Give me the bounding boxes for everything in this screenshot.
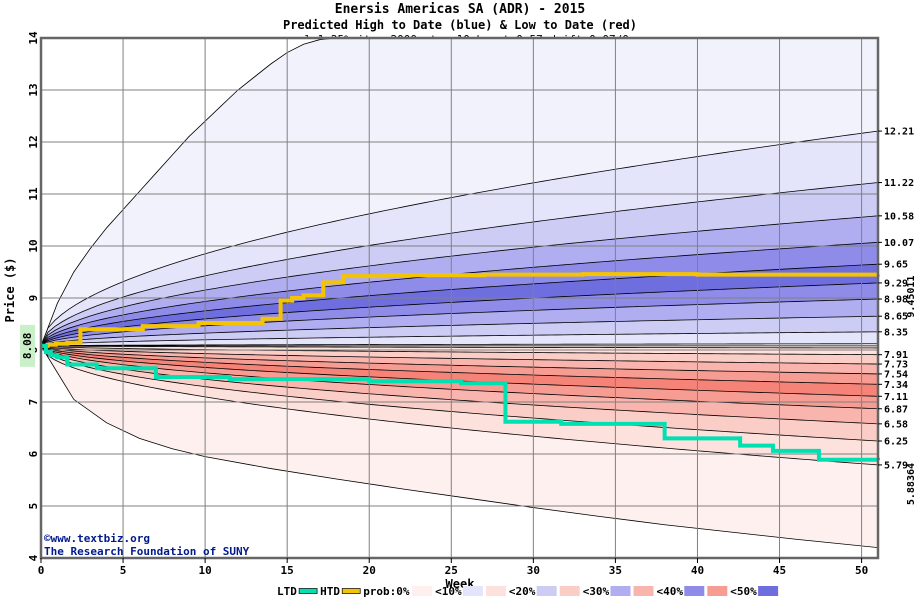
legend-band-label-1: <20% (509, 585, 536, 598)
right-value-label: 6.25 (884, 437, 908, 448)
legend-prob-label: prob:0% (363, 585, 410, 598)
legend-htd-label: HTD (320, 585, 340, 598)
chart-subtitle: Predicted High to Date (blue) & Low to D… (282, 18, 637, 32)
right-value-label: 10.07 (884, 238, 914, 249)
x-tick-label: 30 (527, 564, 540, 577)
right-value-label: 7.11 (884, 392, 908, 403)
right-value-label: 8.98 (884, 295, 908, 306)
chart-legend: LTD HTD prob:0% <10% <20% <30% <40% <50% (277, 585, 779, 598)
legend-band-label-0: <10% (435, 585, 462, 598)
right-value-label: 8.35 (884, 327, 908, 338)
x-tick-label: 15 (281, 564, 294, 577)
legend-red-swatch-4 (707, 586, 728, 596)
x-axis-labels: 0 5 10 15 20 25 30 35 40 45 50 (38, 558, 868, 577)
y-tick-label: 6 (27, 450, 40, 457)
htd-end-label: 9.45011 (906, 276, 917, 318)
right-value-label: 7.73 (884, 360, 908, 371)
legend-red-swatch-1 (485, 586, 506, 596)
x-tick-label: 40 (691, 564, 704, 577)
right-value-label: 7.91 (884, 350, 908, 361)
x-tick-label: 25 (445, 564, 458, 577)
legend-red-swatch-3 (633, 586, 654, 596)
x-tick-label: 20 (363, 564, 376, 577)
legend-ltd-label: LTD (277, 585, 297, 598)
y-axis-labels: 4567891011121314 (27, 31, 40, 561)
legend-band-label-2: <30% (583, 585, 610, 598)
right-value-label: 11.22 (884, 178, 914, 189)
x-tick-label: 5 (120, 564, 127, 577)
legend-red-swatch-2 (559, 586, 580, 596)
start-price-label: 8.08 (21, 333, 34, 360)
ltd-line (41, 343, 880, 462)
legend-band-label-4: <50% (730, 585, 757, 598)
right-value-label: 6.87 (884, 404, 908, 415)
legend-blue-swatch-1 (536, 586, 557, 596)
x-tick-label: 0 (38, 564, 45, 577)
y-tick-label: 11 (27, 187, 40, 201)
y-tick-label: 13 (27, 83, 40, 96)
blue-probability-bands (40, 37, 879, 347)
y-tick-label: 5 (27, 503, 40, 510)
organization-line: The Research Foundation of SUNY (44, 545, 250, 558)
y-tick-label: 9 (27, 295, 40, 302)
x-tick-label: 45 (773, 564, 786, 577)
gridlines (41, 37, 878, 559)
chart-title: Enersis Americas SA (ADR) - 2015 (334, 2, 586, 17)
y-tick-label: 7 (27, 399, 40, 406)
right-value-labels: 12.21 11.22 10.58 10.07 9.65 9.29 8.98 8.65 8.35… (878, 127, 914, 471)
x-tick-label: 50 (855, 564, 868, 577)
right-value-label: 9.65 (884, 260, 908, 271)
legend-band-label-3: <40% (657, 585, 684, 598)
start-price-highlight (20, 324, 35, 367)
legend-blue-swatch-0 (462, 586, 483, 596)
right-value-label: 8.65 (884, 312, 908, 323)
legend-blue-swatch-3 (684, 586, 705, 596)
right-value-label: 7.34 (884, 380, 908, 391)
legend-htd-swatch (341, 588, 361, 594)
copyright-line[interactable]: ©www.textbiz.org (44, 532, 150, 545)
right-value-label: 6.58 (884, 419, 908, 430)
htd-line (41, 272, 880, 348)
y-axis-title: Price ($) (3, 257, 17, 322)
ltd-end-label: 5.88364 (906, 463, 917, 505)
red-probability-bands (39, 345, 879, 549)
right-value-label: 9.29 (884, 278, 908, 289)
right-value-label: 7.54 (884, 369, 908, 380)
x-tick-label: 10 (198, 564, 211, 577)
legend-ltd-swatch (298, 588, 318, 594)
right-value-label: 10.58 (884, 211, 914, 222)
legend-red-swatch-0 (412, 586, 433, 596)
y-tick-label: 4 (27, 554, 40, 561)
right-value-label: 12.21 (884, 127, 914, 138)
y-tick-label: 12 (27, 135, 40, 148)
legend-blue-swatch-4 (758, 586, 779, 596)
plot-frame (39, 36, 880, 560)
right-value-label: 5.79 (884, 460, 908, 471)
legend-blue-swatch-2 (610, 586, 631, 596)
x-tick-label: 35 (609, 564, 622, 577)
y-tick-label: 10 (27, 239, 40, 252)
y-tick-label: 14 (27, 31, 40, 45)
